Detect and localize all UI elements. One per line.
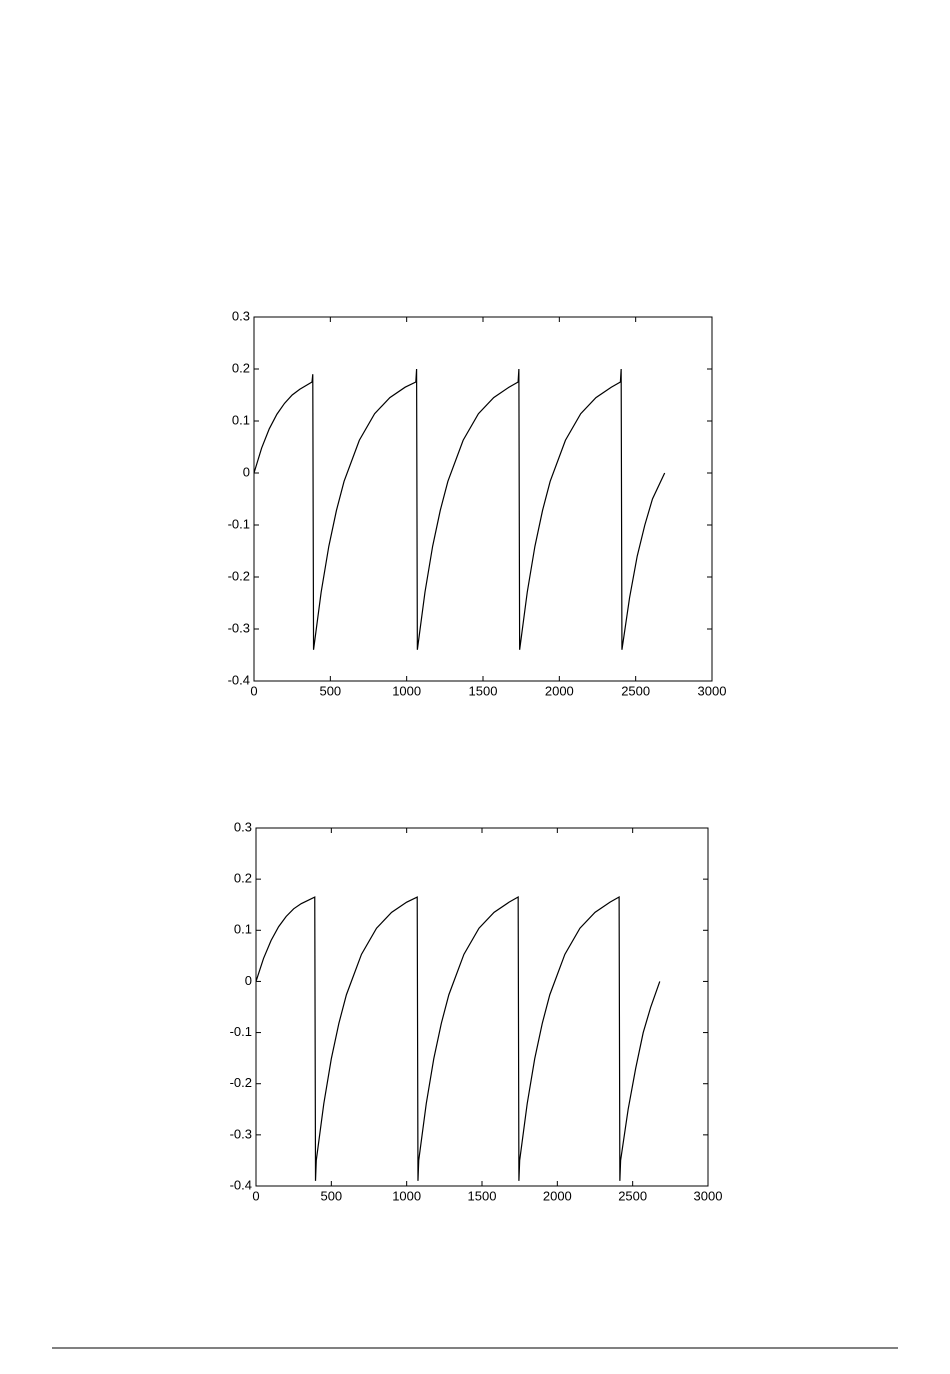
y-tick-label: 0.1: [232, 412, 250, 427]
x-tick-label: 1000: [392, 683, 421, 698]
y-tick-label: 0.3: [232, 308, 250, 323]
y-tick-label: -0.1: [228, 516, 250, 531]
y-tick-label: 0.2: [234, 871, 252, 886]
y-tick-label: 0.3: [234, 819, 252, 834]
y-tick-label: -0.1: [230, 1024, 252, 1039]
data-line: [255, 896, 661, 1181]
x-tick-label: 2000: [543, 1188, 572, 1203]
y-tick-label: 0: [243, 464, 250, 479]
x-tick-label: 0: [250, 683, 257, 698]
x-tick-label: 500: [320, 1188, 342, 1203]
y-tick-label: -0.4: [228, 672, 250, 687]
y-tick-label: -0.3: [228, 620, 250, 635]
x-tick-label: 3000: [694, 1188, 723, 1203]
x-tick-label: 3000: [698, 683, 727, 698]
x-tick-label: 2500: [618, 1188, 647, 1203]
y-tick-label: -0.4: [230, 1177, 252, 1192]
y-tick-label: -0.2: [230, 1075, 252, 1090]
y-tick-label: -0.2: [228, 568, 250, 583]
x-tick-label: 2000: [545, 683, 574, 698]
x-tick-label: 2500: [621, 683, 650, 698]
y-tick-label: 0.1: [234, 922, 252, 937]
y-tick-label: 0.2: [232, 360, 250, 375]
x-tick-label: 1500: [468, 1188, 497, 1203]
x-tick-label: 1000: [392, 1188, 421, 1203]
x-tick-label: 1500: [469, 683, 498, 698]
data-line: [253, 368, 666, 650]
x-tick-label: 0: [252, 1188, 259, 1203]
plot-frame: [255, 827, 709, 1187]
y-tick-label: 0: [245, 973, 252, 988]
x-tick-label: 500: [319, 683, 341, 698]
plot-frame: [253, 316, 713, 682]
y-tick-label: -0.3: [230, 1126, 252, 1141]
